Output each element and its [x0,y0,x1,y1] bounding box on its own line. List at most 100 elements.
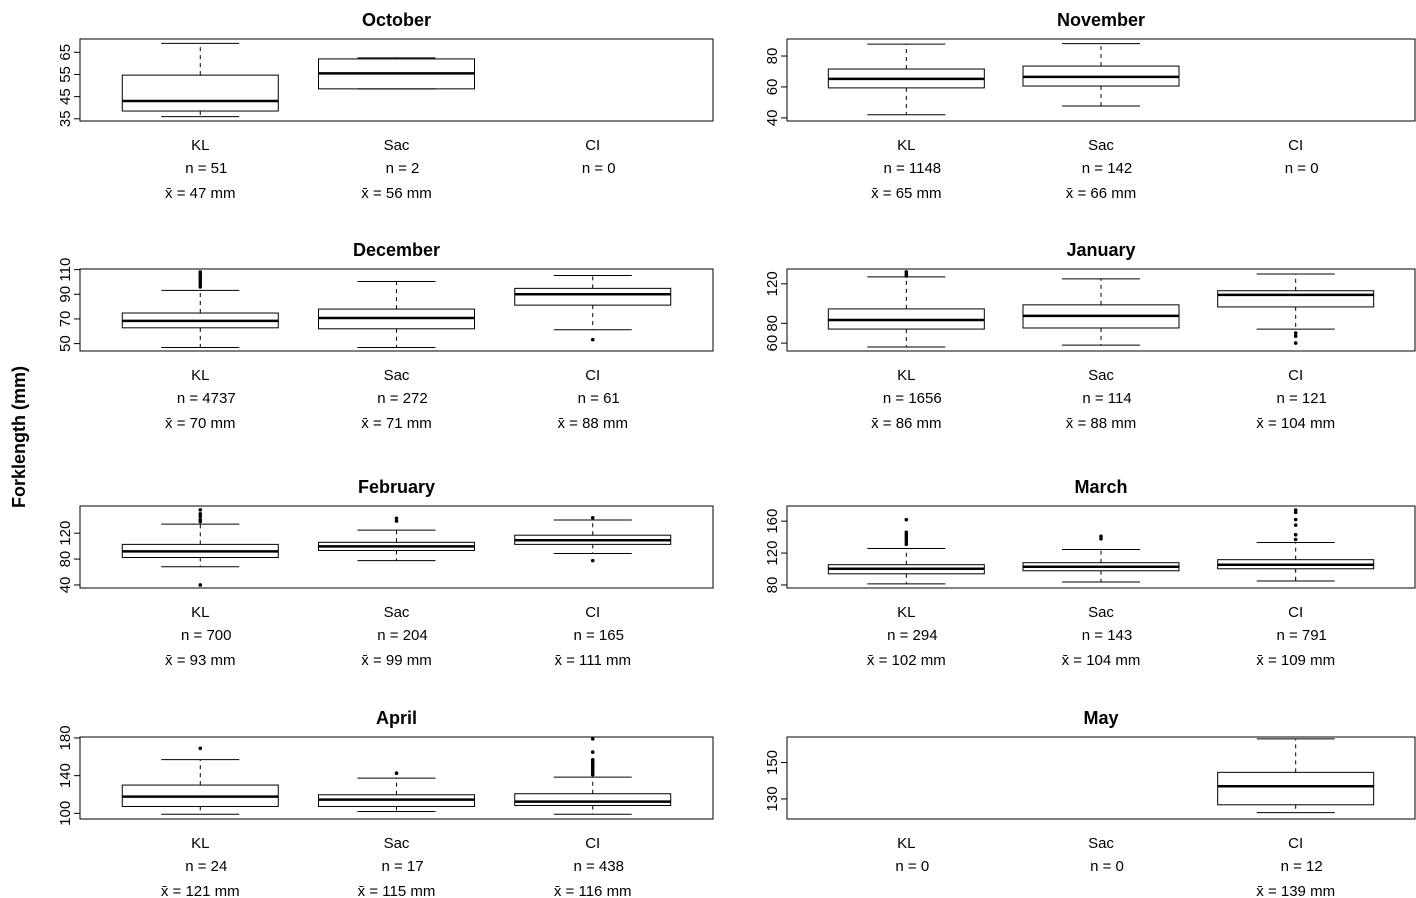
n-label: n = 4737 [177,390,236,407]
mean-label: x̄ = 93 mm [165,652,235,669]
n-label: n = 0 [1285,160,1319,177]
y-tick-label: 65 [57,44,74,61]
y-tick-label: 60 [764,335,781,352]
n-label: n = 1148 [883,160,941,177]
n-label: n = 142 [1082,160,1132,177]
panel-title: October [362,10,431,30]
mean-label: x̄ = 115 mm [358,883,436,898]
y-tick-label: 80 [764,315,781,332]
outlier [590,737,595,741]
mean-label: x̄ = 104 mm [1256,415,1335,432]
category-label: Sac [384,835,410,852]
category-label: KL [897,137,915,154]
mean-label: x̄ = 102 mm [867,652,946,669]
y-tick-label: 60 [764,79,781,96]
outlier [198,746,203,751]
plot-frame [786,736,1416,820]
category-label: Sac [1088,835,1114,852]
box [514,793,672,807]
outlier [904,542,909,547]
n-label: n = 143 [1082,627,1132,644]
plot-frame [786,505,1416,589]
outlier [198,517,203,522]
n-label: n = 791 [1276,627,1326,644]
mean-label: x̄ = 66 mm [1066,185,1136,202]
outlier [590,772,595,777]
category-label: Sac [384,137,410,154]
category-label: CI [1288,835,1303,852]
mean-label: x̄ = 121 mm [161,883,240,898]
mean-label: x̄ = 139 mm [1256,883,1335,898]
y-tick-label: 120 [764,271,781,296]
category-label: Sac [1088,604,1114,621]
y-tick-label: 80 [57,551,74,568]
outlier [1293,510,1298,515]
n-label: n = 121 [1276,390,1326,407]
n-label: n = 51 [185,160,227,177]
outlier [198,270,203,274]
outlier [1293,532,1298,537]
n-label: n = 1656 [883,390,942,407]
category-label: KL [897,835,915,852]
category-label: Sac [1088,367,1114,384]
mean-label: x̄ = 65 mm [871,185,941,202]
outlier [198,508,203,512]
outlier [198,275,203,279]
y-tick-label: 110 [57,258,74,282]
mean-label: x̄ = 70 mm [165,415,235,432]
panel-title: February [358,477,435,497]
outlier [394,519,399,523]
outlier [394,771,399,775]
outlier [1293,334,1298,338]
outlier [1293,517,1298,522]
outlier [198,277,203,282]
category-label: KL [191,604,209,621]
outlier [1293,523,1298,527]
outlier [590,750,595,754]
mean-label: x̄ = 111 mm [554,652,631,669]
category-label: KL [191,367,209,384]
y-tick-label: 90 [57,286,74,303]
y-tick-label: 40 [764,110,781,127]
outlier [904,517,909,522]
mean-label: x̄ = 56 mm [361,185,431,202]
outlier [590,337,595,342]
category-label: CI [1288,137,1303,154]
outlier [394,516,399,521]
outlier [198,280,203,284]
y-tick-label: 80 [764,577,781,594]
category-label: KL [897,367,915,384]
outlier [198,583,203,587]
outlier [198,272,203,277]
mean-label: x̄ = 116 mm [554,883,632,898]
y-tick-label: 80 [764,48,781,65]
box [1217,290,1375,308]
y-tick-label: 160 [764,509,781,534]
outlier [904,270,909,274]
n-label: n = 24 [185,858,227,875]
n-label: n = 204 [377,627,427,644]
y-tick-label: 130 [764,786,781,811]
mean-label: x̄ = 88 mm [558,415,628,432]
n-label: n = 0 [1090,858,1124,875]
outlier [198,514,203,519]
n-label: n = 12 [1281,858,1323,875]
n-label: n = 17 [381,858,423,875]
outlier [198,285,203,289]
box [514,287,672,306]
outlier [198,282,203,287]
y-axis-label: Forklength (mm) [9,366,29,508]
outlier [1293,341,1298,345]
y-tick-label: 70 [57,311,74,328]
outlier [198,511,203,516]
panel-title: December [353,240,440,260]
category-label: KL [897,604,915,621]
panel-title: November [1057,10,1145,30]
category-label: CI [1288,367,1303,384]
category-label: CI [585,367,600,384]
y-tick-label: 35 [57,110,74,127]
panel-title: January [1066,240,1135,260]
panel-title: May [1083,708,1118,728]
panel-title: March [1074,477,1127,497]
